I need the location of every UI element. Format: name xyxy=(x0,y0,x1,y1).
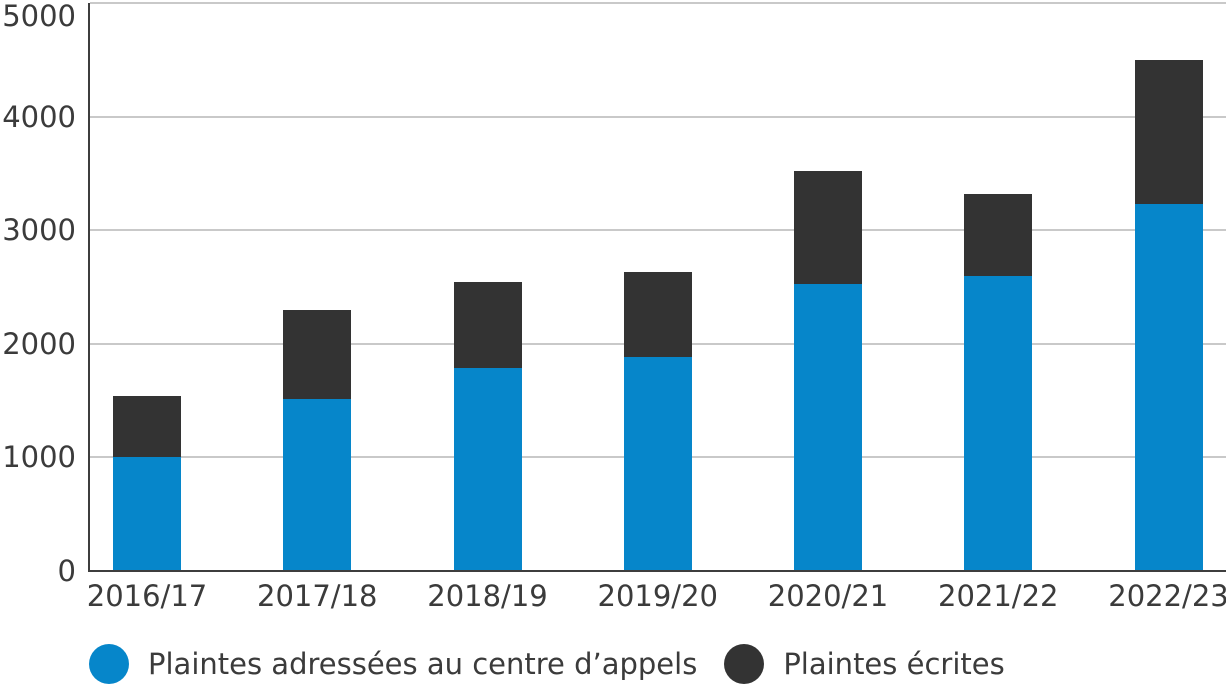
x-tick-label: 2022/23 xyxy=(1108,579,1226,613)
x-axis-line xyxy=(88,570,1226,572)
y-tick-label: 5000 xyxy=(2,0,76,33)
y-tick-label: 1000 xyxy=(2,440,76,475)
bar-segment-ecrites xyxy=(794,171,862,284)
legend-item-ecrites: Plaintes écrites xyxy=(724,644,1005,684)
bar-segment-appels xyxy=(1134,204,1203,571)
legend-label-appels: Plaintes adressées au centre d’appels xyxy=(148,647,698,681)
y-tick-label: 2000 xyxy=(2,326,76,361)
bar-segment-ecrites xyxy=(1134,59,1203,205)
x-tick-label: 2021/22 xyxy=(938,579,1059,613)
bar-segment-appels xyxy=(453,367,522,571)
bar-segment-ecrites xyxy=(283,309,352,399)
legend: Plaintes adressées au centre d’appels Pl… xyxy=(89,644,1005,684)
x-tick-label: 2016/17 xyxy=(86,579,208,613)
y-tick-label: 3000 xyxy=(2,213,76,248)
legend-swatch-ecrites-circle xyxy=(724,644,765,684)
gridline xyxy=(90,2,1226,4)
x-tick-label: 2017/18 xyxy=(257,579,378,613)
y-tick-label: 0 xyxy=(57,554,76,588)
bar-segment-appels xyxy=(113,457,181,571)
legend-swatch-appels-circle xyxy=(89,644,129,684)
bar-segment-ecrites xyxy=(623,271,692,358)
y-axis-labels: 0 1000 2000 3000 4000 5000 xyxy=(0,0,76,691)
bar-segment-ecrites xyxy=(964,193,1033,276)
bar-segment-appels xyxy=(283,398,352,571)
y-axis-line xyxy=(88,3,90,572)
bar-segment-appels xyxy=(794,283,862,571)
bar-segment-ecrites xyxy=(453,281,522,368)
y-tick-label: 4000 xyxy=(2,99,76,134)
bar-segment-ecrites xyxy=(113,395,181,458)
legend-label-ecrites: Plaintes écrites xyxy=(783,647,1005,681)
x-tick-label: 2018/19 xyxy=(427,579,548,613)
gridline xyxy=(90,229,1226,232)
legend-item-appels: Plaintes adressées au centre d’appels xyxy=(89,644,697,684)
plot-area xyxy=(90,2,1226,571)
bar-segment-appels xyxy=(964,275,1033,571)
x-tick-label: 2020/21 xyxy=(767,579,889,613)
x-tick-label: 2019/20 xyxy=(597,579,718,613)
x-axis-labels: 2016/17 2017/18 2018/19 2019/20 2020/21 2021/… xyxy=(0,578,1226,618)
gridline xyxy=(90,115,1226,118)
bar-segment-appels xyxy=(623,357,692,571)
